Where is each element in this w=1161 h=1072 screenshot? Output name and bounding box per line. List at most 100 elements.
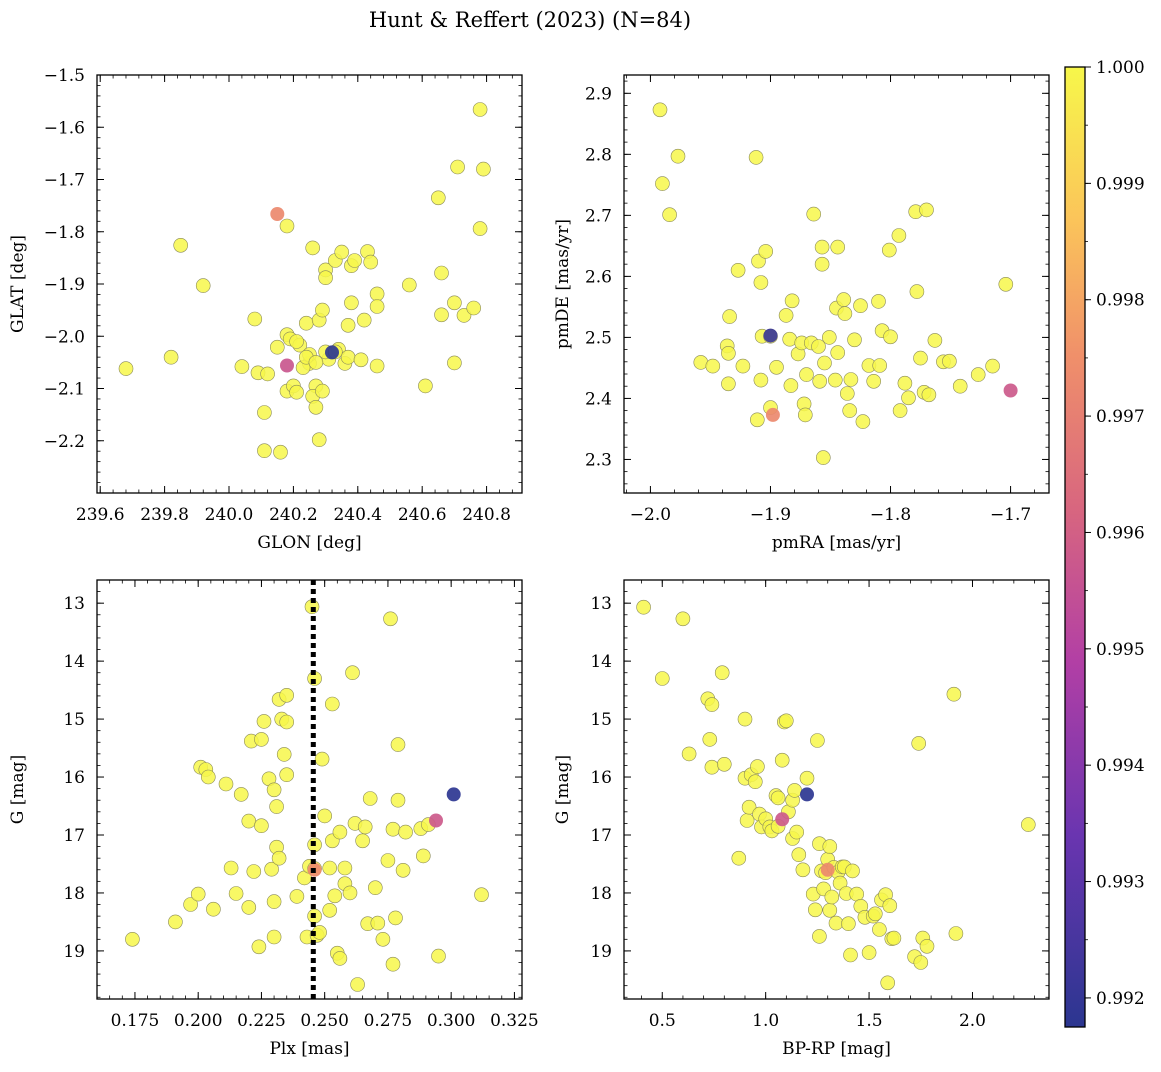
data-point [853, 298, 868, 314]
data-point [276, 747, 292, 762]
data-point [836, 292, 852, 307]
data-point [308, 355, 324, 370]
data-point [395, 862, 411, 878]
data-point [474, 887, 489, 903]
data-point [891, 228, 907, 243]
data-point [849, 886, 865, 902]
data-point [279, 687, 295, 703]
data-point [927, 333, 943, 348]
data-point [415, 848, 431, 864]
data-point [257, 443, 272, 459]
data-point [173, 238, 188, 253]
colorbar-tick-label: 0.994 [1096, 756, 1145, 776]
data-point [344, 295, 359, 311]
data-point [369, 286, 385, 302]
figure-title: Hunt & Reffert (2023) (N=84) [369, 8, 691, 32]
data-point [843, 947, 858, 963]
data-point [747, 774, 763, 790]
data-point [251, 939, 267, 955]
scatter-points [652, 102, 1018, 465]
data-point [241, 900, 257, 915]
data-point [998, 276, 1014, 292]
data-point [837, 306, 853, 321]
data-point [337, 860, 353, 876]
data-point [456, 308, 472, 323]
y-tick-label: 14 [63, 652, 85, 672]
colorbar-tick-label: 0.995 [1096, 640, 1145, 660]
data-point [308, 399, 324, 415]
data-point [842, 403, 858, 418]
data-point [363, 254, 379, 270]
data-point [913, 955, 929, 970]
axes-frame [623, 579, 1050, 1000]
data-point [279, 767, 295, 783]
x-tick-label: 1.0 [752, 1011, 779, 1031]
data-point [345, 665, 360, 681]
data-point [810, 733, 825, 748]
data-point [476, 161, 491, 177]
data-point [163, 349, 179, 365]
data-point [901, 390, 916, 406]
data-point [739, 813, 755, 828]
data-point [257, 405, 272, 420]
x-tick-label: 0.225 [237, 1011, 286, 1031]
data-point [886, 930, 902, 946]
data-point [325, 345, 339, 360]
data-point [948, 926, 964, 941]
y-tick-label: 16 [590, 768, 612, 788]
data-point [218, 776, 234, 792]
data-point [847, 332, 862, 348]
data-point [789, 824, 805, 840]
data-point [970, 367, 986, 382]
x-tick-label: 0.175 [111, 1011, 160, 1031]
x-axis-label: GLON [deg] [257, 533, 361, 553]
data-point [195, 278, 211, 293]
data-point [289, 384, 304, 400]
data-point [446, 787, 461, 802]
x-tick-label: 240.2 [269, 505, 318, 525]
y-tick-label: 17 [590, 826, 612, 846]
data-point [385, 821, 401, 837]
colorbar-tick-label: 0.999 [1096, 174, 1145, 194]
data-point [919, 202, 934, 218]
y-tick-label: −1.9 [44, 275, 85, 295]
data-point [652, 102, 668, 118]
x-tick-label: 240.0 [205, 505, 254, 525]
data-point [266, 894, 282, 909]
data-point [279, 714, 295, 730]
data-point [367, 880, 383, 896]
data-point [247, 311, 263, 327]
data-point [472, 221, 488, 236]
x-tick-label: 2.0 [959, 1011, 986, 1031]
data-point [830, 239, 846, 255]
data-point [383, 611, 398, 627]
y-axis-label: G [mag] [8, 755, 28, 824]
data-point [911, 736, 927, 751]
y-tick-label: −1.6 [44, 118, 85, 138]
y-tick-label: 2.4 [585, 389, 612, 409]
data-point [380, 853, 396, 868]
data-point [731, 850, 747, 866]
data-point [872, 358, 888, 373]
data-point [289, 889, 305, 904]
panel-1: 239.6 239.8 240.0 240.2 240.4 240.6 240.8 −2.2 −… [8, 66, 523, 553]
x-axis-label: Plx [mas] [269, 1039, 349, 1059]
data-point [401, 277, 417, 293]
data-point [807, 902, 823, 918]
data-point [919, 938, 935, 954]
data-point [398, 824, 413, 840]
y-tick-label: 2.8 [585, 145, 612, 165]
x-tick-label: 239.8 [140, 505, 189, 525]
y-tick-label: 16 [63, 768, 85, 788]
data-point [254, 818, 269, 834]
data-point [256, 714, 272, 729]
y-tick-label: 13 [590, 594, 612, 614]
x-tick-label: −2.0 [630, 505, 671, 525]
data-point [814, 256, 830, 272]
data-point [787, 783, 802, 798]
data-point [450, 159, 465, 175]
data-point [775, 812, 790, 827]
data-point [839, 386, 855, 401]
data-point [881, 242, 897, 258]
